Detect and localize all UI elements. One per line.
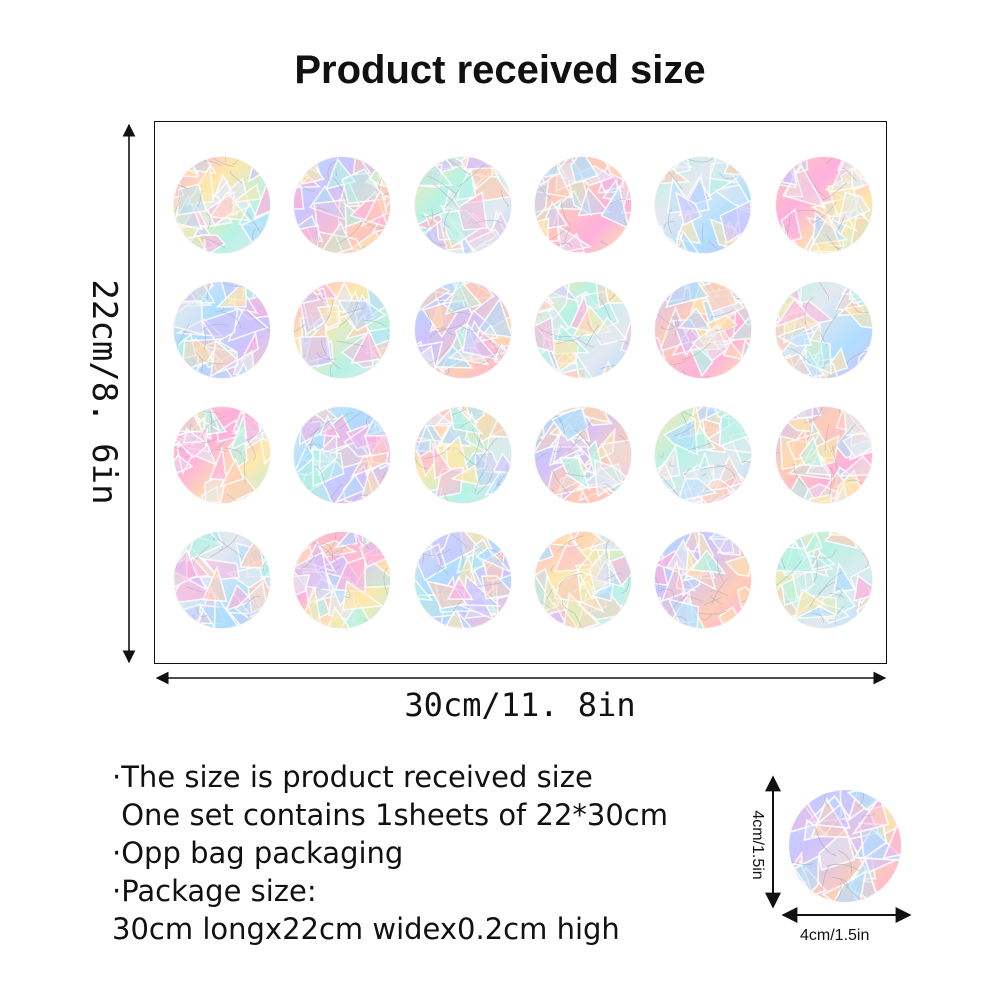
sticker (534, 407, 631, 503)
sample-height-label: 4cm/1.5in (749, 810, 766, 880)
sticker (294, 282, 391, 378)
product-notes: ·The size is product received size One s… (112, 758, 668, 948)
note-line: ·The size is product received size (112, 760, 593, 794)
sticker (414, 532, 511, 628)
sticker (534, 532, 631, 628)
page-title: Product received size (294, 48, 706, 92)
note-line: One set contains 1sheets of 22*30cm (112, 798, 668, 832)
sticker (655, 407, 752, 503)
sticker (655, 532, 752, 628)
note-line: 30cm longx22cm widex0.2cm high (112, 912, 620, 946)
sticker (414, 282, 511, 378)
sticker (294, 407, 391, 503)
sticker (775, 157, 872, 253)
sticker (174, 282, 270, 378)
sticker (534, 282, 631, 378)
sheet-width-label: 30cm/11. 8in (404, 686, 636, 724)
sticker (655, 157, 752, 253)
note-line: ·Opp bag packaging (112, 836, 404, 870)
sticker-sheet (154, 121, 887, 664)
sticker (174, 157, 270, 253)
sticker (775, 282, 872, 378)
sticker (294, 157, 391, 253)
sticker (655, 282, 752, 378)
sticker (414, 407, 511, 503)
sticker (775, 532, 872, 628)
sample-width-label: 4cm/1.5in (800, 927, 870, 944)
sticker (534, 157, 631, 253)
sticker (174, 407, 270, 503)
sample-sticker (789, 790, 901, 902)
sticker (294, 532, 391, 628)
sticker (414, 157, 511, 253)
sheet-height-label: 22cm/8. 6in (84, 279, 124, 505)
sticker (775, 407, 872, 503)
sticker (174, 532, 270, 628)
note-line: ·Package size: (112, 874, 317, 908)
